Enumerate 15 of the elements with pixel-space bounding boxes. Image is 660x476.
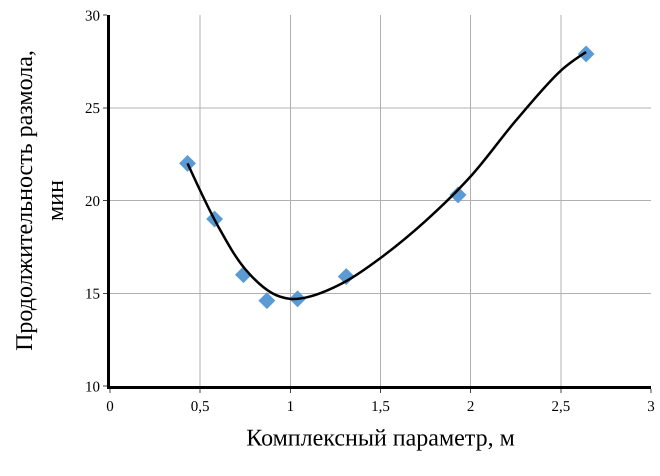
- x-axis-title: Комплексный параметр, м: [246, 425, 515, 452]
- point: [258, 292, 276, 310]
- x-tick-label: 2: [466, 399, 474, 415]
- x-tick-label: 3: [647, 399, 655, 415]
- y-axis-title: Продолжительность размола, мин: [12, 50, 70, 351]
- x-tick-label: 1: [286, 399, 294, 415]
- x-tick-label: 0: [106, 399, 114, 415]
- y-tick-label: 20: [85, 194, 100, 210]
- y-tick-label: 15: [85, 286, 100, 302]
- x-tick-label: 0,5: [190, 399, 210, 415]
- x-tick-label: 2,5: [551, 399, 570, 415]
- y-tick-label: 10: [85, 379, 100, 396]
- y-tick-label: 25: [85, 101, 100, 117]
- y-tick-label: 30: [85, 8, 100, 24]
- x-tick-label: 1,5: [371, 399, 390, 415]
